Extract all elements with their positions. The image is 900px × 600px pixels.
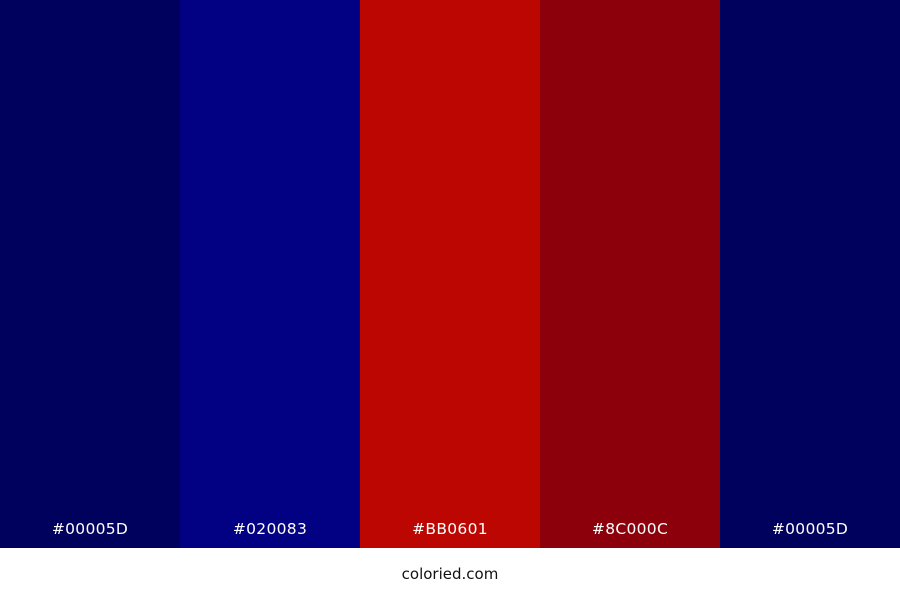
color-swatch[interactable]: #00005D [720,0,900,548]
color-swatch[interactable]: #BB0601 [360,0,540,548]
footer: coloried.com [0,548,900,600]
color-swatch[interactable]: #020083 [180,0,360,548]
hex-code-label: #BB0601 [412,520,488,539]
hex-code-label: #00005D [771,520,849,539]
hex-code-label: #00005D [51,520,129,539]
site-name: coloried.com [401,564,499,583]
hex-code-label: #8C000C [591,520,669,539]
color-palette: #00005D #020083 #BB0601 #8C000C #00005D [0,0,900,548]
color-swatch[interactable]: #8C000C [540,0,720,548]
color-swatch[interactable]: #00005D [0,0,180,548]
hex-code-label: #020083 [232,520,308,539]
